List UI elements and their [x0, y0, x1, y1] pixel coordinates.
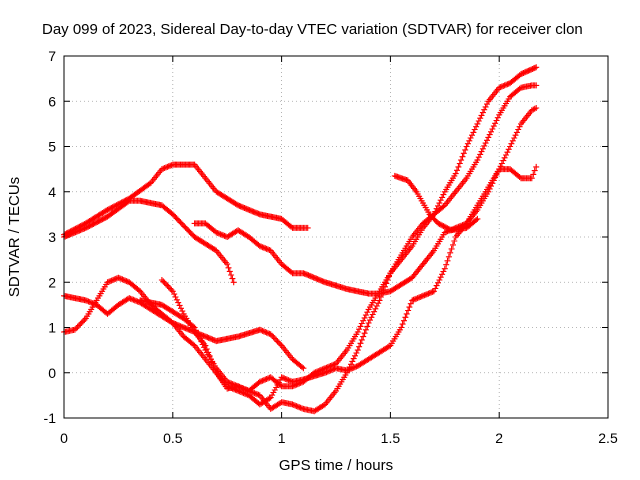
x-tick-label: 0: [60, 430, 68, 446]
y-tick-label: 6: [48, 93, 56, 109]
y-tick-label: 4: [48, 184, 56, 200]
x-tick-label: 1: [278, 430, 286, 446]
chart-title: Day 099 of 2023, Sidereal Day-to-day VTE…: [42, 21, 583, 38]
x-tick-label: 2.5: [598, 430, 618, 446]
y-tick-label: -1: [44, 410, 57, 426]
y-tick-label: 7: [48, 48, 56, 64]
y-tick-label: 3: [48, 229, 56, 245]
y-tick-label: 2: [48, 274, 56, 290]
y-tick-label: 0: [48, 365, 56, 381]
x-tick-label: 2: [495, 430, 503, 446]
series-trace-8: [391, 172, 481, 234]
series-markers: [137, 64, 540, 415]
plot-frame: [63, 55, 609, 419]
series-markers: [391, 172, 481, 234]
x-tick-label: 1.5: [381, 430, 401, 446]
y-axis-label: SDTVAR / TECUs: [6, 177, 23, 297]
series-trace-7: [137, 64, 540, 415]
y-tick-label: 5: [48, 139, 56, 155]
y-tick-label: 1: [48, 320, 56, 336]
x-tick-label: 0.5: [163, 430, 183, 446]
x-axis-label: GPS time / hours: [279, 457, 393, 474]
